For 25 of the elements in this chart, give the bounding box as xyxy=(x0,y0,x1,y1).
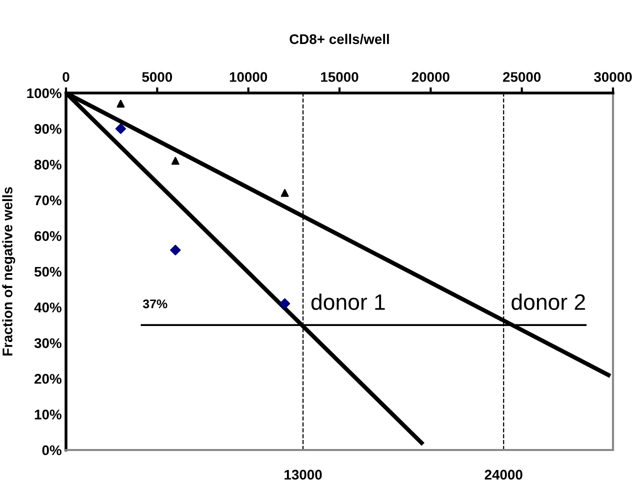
y-tick-label: 100% xyxy=(27,88,62,98)
annotation: donor 2 xyxy=(512,294,585,310)
y-tick-label: 90% xyxy=(34,124,62,134)
y-tick-label: 80% xyxy=(34,160,62,170)
annotation: 37% xyxy=(142,299,168,308)
y-tick-label: 0% xyxy=(42,445,62,456)
x-tick-label: 25000 xyxy=(503,72,541,82)
ref-line-label: 13000 xyxy=(284,470,322,480)
y-tick-label: 10% xyxy=(34,410,62,420)
ref-line-label: 24000 xyxy=(484,470,522,480)
x-axis-title: CD8+ cells/well xyxy=(290,34,389,44)
x-tick-label: 30000 xyxy=(594,72,632,82)
x-tick-label: 10000 xyxy=(230,72,268,82)
y-tick-label: 30% xyxy=(34,338,62,348)
x-tick-label: 0 xyxy=(62,72,70,82)
annotation: donor 1 xyxy=(311,294,385,310)
x-tick-label: 5000 xyxy=(142,72,172,82)
x-tick-label: 20000 xyxy=(412,72,450,82)
x-tick-label: 15000 xyxy=(321,72,358,82)
y-tick-label: 70% xyxy=(34,195,62,206)
y-tick-label: 50% xyxy=(34,266,62,277)
y-tick-label: 60% xyxy=(34,231,62,241)
y-axis-title: Fraction of negative wells xyxy=(2,187,16,356)
y-tick-label: 20% xyxy=(34,374,62,384)
y-tick-label: 40% xyxy=(34,302,62,312)
